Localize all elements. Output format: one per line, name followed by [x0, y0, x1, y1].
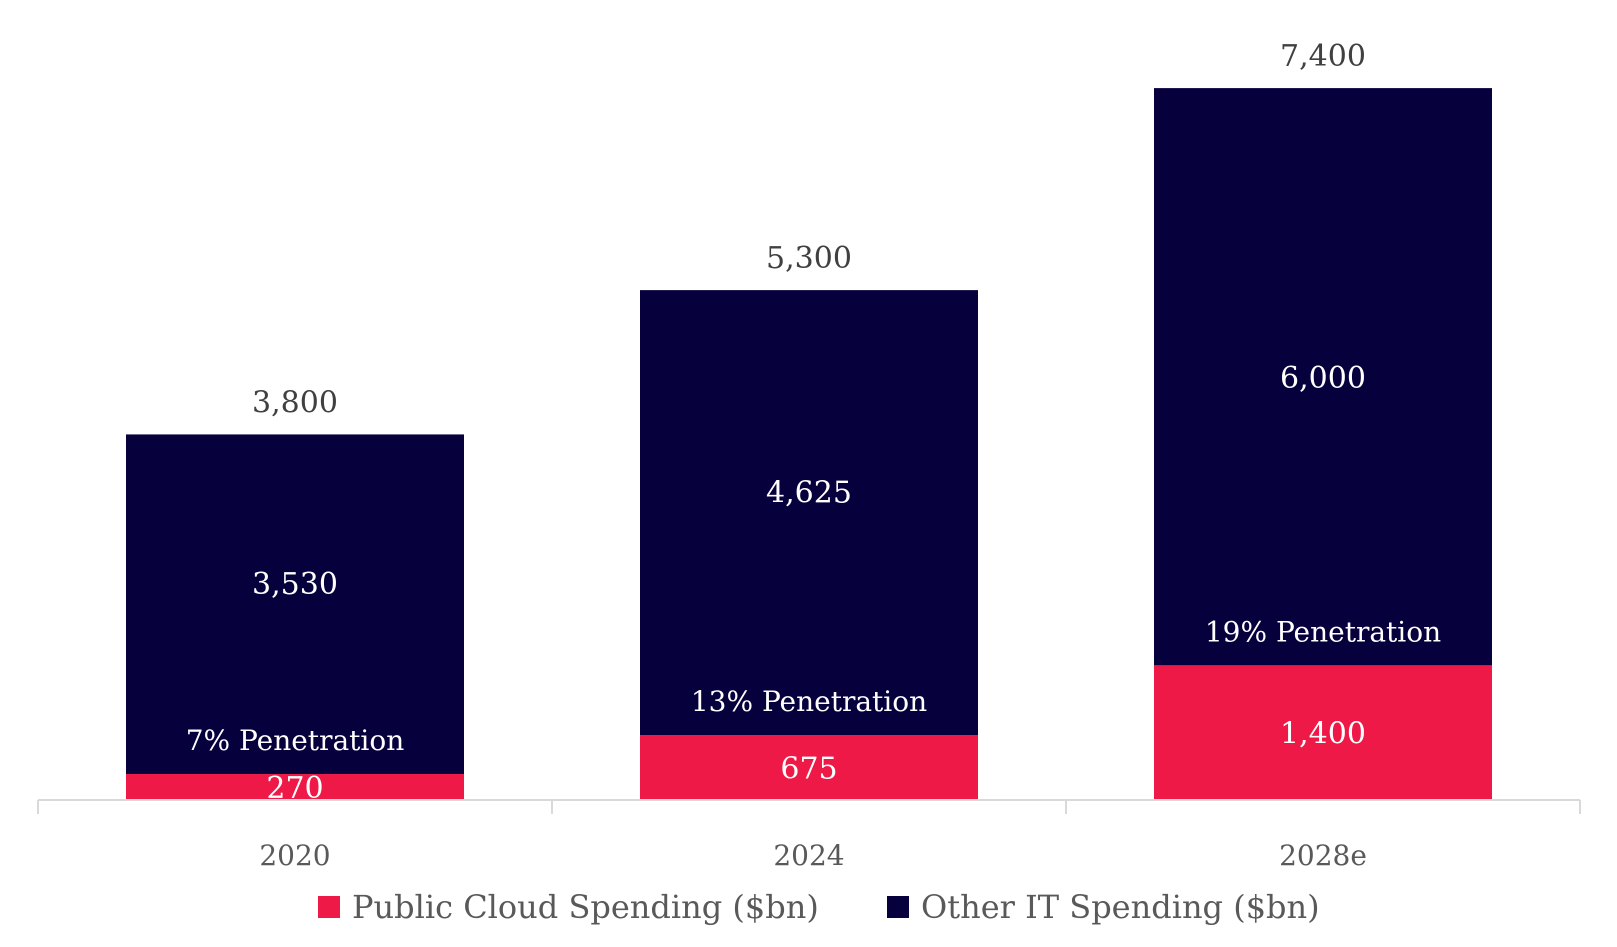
bar-public-cloud-2024	[640, 735, 978, 800]
legend-swatch-other-it	[887, 896, 909, 918]
category-label-2028e: 2028e	[1279, 839, 1367, 872]
category-label-2020: 2020	[259, 839, 330, 872]
bar-other-it-2024	[640, 290, 978, 736]
x-axis: 2020 2024 2028e	[37, 799, 1581, 872]
legend-label-public-cloud: Public Cloud Spending ($bn)	[352, 888, 819, 926]
public-cloud-label-2028e: 1,400	[1280, 717, 1366, 752]
public-cloud-label-2024: 675	[780, 752, 837, 787]
bar-public-cloud-2020	[126, 774, 464, 800]
penetration-label-2020: 7% Penetration	[186, 724, 405, 757]
other-it-label-2020: 3,530	[252, 567, 338, 602]
penetration-label-2024: 13% Penetration	[691, 685, 927, 718]
bar-public-cloud-2028e	[1154, 665, 1492, 800]
bar-other-it-2020	[126, 434, 464, 775]
legend-label-other-it: Other IT Spending ($bn)	[921, 888, 1320, 926]
category-label-2024: 2024	[773, 839, 844, 872]
other-it-label-2024: 4,625	[766, 476, 852, 511]
other-it-label-2028e: 6,000	[1280, 361, 1366, 396]
total-label-2028e: 7,400	[1280, 39, 1366, 74]
legend: Public Cloud Spending ($bn) Other IT Spen…	[318, 888, 1320, 926]
legend-swatch-public-cloud	[318, 896, 340, 918]
total-label-2020: 3,800	[252, 385, 338, 420]
total-label-2024: 5,300	[766, 241, 852, 276]
penetration-label-2028e: 19% Penetration	[1205, 615, 1441, 648]
bars-layer	[126, 88, 1492, 800]
bar-other-it-2028e	[1154, 88, 1492, 666]
